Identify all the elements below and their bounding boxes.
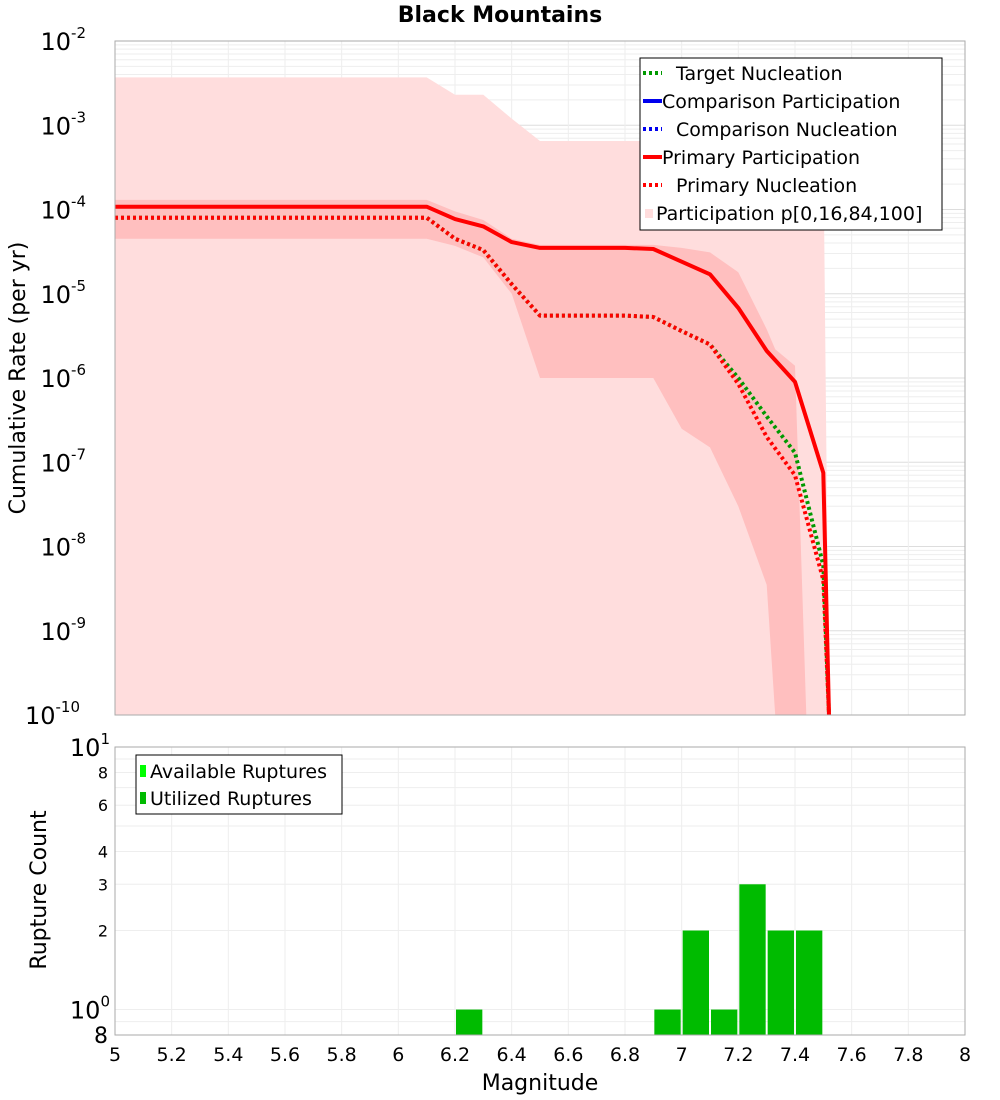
bottom-y-major-tick: 101 [70, 730, 110, 762]
bottom-y-tick-label: 3 [98, 875, 108, 894]
rupture-bar [456, 1009, 483, 1035]
bottom-y-tick-label: 4 [98, 842, 108, 861]
x-axis-label: Magnitude [482, 1071, 599, 1096]
legend-label: Comparison Participation [662, 91, 900, 113]
x-tick-label: 7.6 [837, 1044, 867, 1066]
bottom-y-tick-label: 8 [98, 763, 108, 782]
bottom-y-tick-label: 8 [94, 1024, 108, 1049]
chart-title: Black Mountains [398, 3, 602, 28]
legend-swatch [140, 792, 146, 804]
y-tick-label: 10-9 [40, 614, 86, 646]
legend-label: Utilized Ruptures [150, 788, 312, 810]
rupture-bar [654, 1009, 681, 1035]
rupture-bar [767, 930, 794, 1035]
x-tick-label: 5 [109, 1044, 121, 1066]
x-tick-label: 6.4 [497, 1044, 527, 1066]
rupture-bar [682, 930, 709, 1035]
bottom-plot-frame [114, 746, 966, 1036]
legend-swatch [140, 765, 146, 777]
legend-label: Primary Participation [662, 147, 860, 169]
legend-label: Target Nucleation [675, 63, 843, 85]
x-tick-label: 7.8 [893, 1044, 923, 1066]
x-tick-label: 5.4 [213, 1044, 243, 1066]
bottom-y-tick-label: 2 [98, 922, 108, 941]
x-tick-label: 6 [392, 1044, 404, 1066]
y-tick-label: 10-7 [40, 445, 86, 477]
top-y-axis-label: Cumulative Rate (per yr) [6, 242, 31, 515]
series-primary-participation [115, 204, 831, 716]
legend-label: Available Ruptures [150, 761, 327, 783]
y-tick-label: 10-4 [40, 193, 86, 225]
legend-label: Primary Nucleation [676, 175, 857, 197]
bottom-legend: Available Ruptures Utilized Ruptures [135, 754, 343, 815]
x-tick-label: 6.6 [553, 1044, 583, 1066]
series-primary-nucleation [115, 215, 831, 716]
x-tick-label: 6.2 [440, 1044, 470, 1066]
x-tick-label: 7.2 [723, 1044, 753, 1066]
legend-swatch [645, 209, 653, 218]
y-tick-label: 10-2 [40, 24, 86, 56]
y-tick-label: 10-10 [25, 698, 80, 730]
band-p16-p84 [115, 199, 807, 715]
rupture-bar [711, 1009, 738, 1035]
top-legend: Target Nucleation Comparison Participatio… [639, 57, 943, 231]
bottom-y-axis-label: Rupture Count [27, 810, 52, 970]
x-tick-label: 5.8 [327, 1044, 357, 1066]
y-tick-label: 10-3 [40, 108, 86, 140]
y-tick-label: 10-5 [40, 277, 86, 309]
legend-label: Comparison Nucleation [676, 119, 898, 141]
rate-plot: 10-2 10-3 10-4 10-5 10-6 10-7 10-8 10-9 10-10 Tar… [25, 24, 966, 730]
x-tick-label: 5.2 [157, 1044, 187, 1066]
rupture-bar [796, 930, 823, 1035]
legend-box [135, 754, 343, 815]
rupture-bar [739, 884, 766, 1035]
x-tick-label: 7 [676, 1044, 688, 1066]
y-tick-label: 10-8 [40, 530, 86, 562]
x-tick-label: 8 [959, 1044, 971, 1066]
legend-label: Participation p[0,16,84,100] [656, 203, 922, 225]
bottom-y-tick-label: 6 [98, 796, 108, 815]
x-tick-label: 7.4 [780, 1044, 810, 1066]
x-tick-label: 6.8 [610, 1044, 640, 1066]
bottom-y-major-tick: 100 [70, 993, 110, 1025]
x-tick-label: 5.6 [270, 1044, 300, 1066]
top-plot-frame [114, 40, 966, 716]
legend-box [639, 57, 943, 231]
y-tick-label: 10-6 [40, 361, 86, 393]
